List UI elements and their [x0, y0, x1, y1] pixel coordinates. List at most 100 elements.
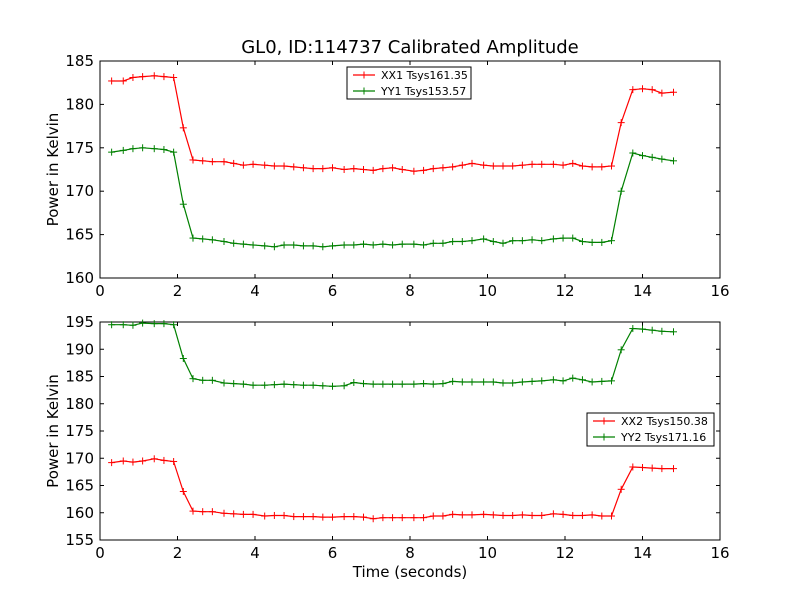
data-point-marker	[420, 166, 428, 174]
figure-title: GL0, ID:114737 Calibrated Amplitude	[241, 37, 579, 58]
data-point-marker	[119, 146, 127, 154]
data-point-marker	[578, 238, 586, 246]
data-point-marker	[639, 325, 646, 333]
data-point-marker	[280, 241, 288, 249]
y-tick-label: 160	[65, 504, 94, 522]
data-point-marker	[290, 381, 298, 389]
data-point-marker	[350, 513, 358, 521]
data-point-marker	[598, 238, 606, 246]
data-point-marker	[639, 464, 646, 472]
x-tick-label: 8	[405, 282, 415, 300]
x-tick-label: 2	[173, 282, 183, 300]
data-point-marker	[208, 508, 216, 516]
data-point-marker	[398, 380, 406, 388]
data-point-marker	[658, 155, 666, 163]
data-point-marker	[588, 378, 596, 386]
top-subplot: 0 2 4 6 8 10 12 14 16 160 165 170 175 180 185 Power in …	[44, 52, 730, 300]
data-point-marker	[369, 515, 377, 523]
legend-entry: XX2 Tsys150.38	[593, 415, 708, 428]
data-point-marker	[189, 156, 197, 164]
data-point-marker	[230, 239, 238, 247]
data-point-marker	[670, 157, 677, 165]
x-tick-label: 14	[633, 282, 652, 300]
data-point-marker	[139, 319, 147, 327]
data-point-marker	[179, 200, 187, 208]
data-point-marker	[549, 235, 557, 243]
data-point-marker	[309, 165, 317, 173]
data-point-marker	[290, 163, 298, 171]
data-point-marker	[458, 238, 466, 246]
y-tick-label: 175	[65, 422, 94, 440]
data-point-marker	[160, 73, 168, 81]
data-point-marker	[150, 320, 158, 328]
data-point-marker	[179, 355, 187, 363]
data-point-marker	[199, 376, 207, 384]
data-point-marker	[549, 510, 557, 518]
data-point-marker	[290, 241, 298, 249]
data-point-marker	[489, 238, 497, 246]
data-point-marker	[299, 164, 307, 172]
data-point-marker	[588, 238, 596, 246]
y-tick-label: 170	[65, 449, 94, 467]
data-point-marker	[170, 321, 178, 329]
data-point-marker	[398, 240, 406, 248]
data-point-marker	[150, 145, 158, 153]
data-point-marker	[319, 382, 327, 390]
data-point-marker	[439, 164, 447, 172]
data-point-marker	[179, 124, 187, 132]
data-point-marker	[588, 511, 596, 519]
data-point-marker	[208, 376, 216, 384]
data-point-marker	[658, 327, 666, 335]
data-point-marker	[629, 463, 637, 471]
data-point-marker	[220, 238, 228, 246]
data-point-marker	[108, 77, 116, 85]
data-point-marker	[249, 381, 257, 389]
data-point-marker	[410, 167, 418, 175]
x-tick-label: 14	[633, 544, 652, 562]
data-point-marker	[189, 375, 197, 383]
y-tick-label: 175	[65, 139, 94, 157]
data-point-marker	[290, 513, 298, 521]
x-tick-label: 6	[328, 544, 338, 562]
data-point-marker	[340, 166, 348, 173]
data-point-marker	[509, 379, 517, 387]
x-tick-label: 0	[95, 282, 105, 300]
data-point-marker	[499, 379, 507, 387]
data-point-marker	[509, 162, 517, 170]
data-point-marker	[129, 73, 137, 81]
data-point-marker	[108, 459, 116, 467]
data-point-marker	[199, 235, 207, 243]
x-tick-label: 8	[405, 544, 415, 562]
data-point-marker	[129, 458, 137, 466]
data-point-marker	[458, 161, 466, 169]
data-point-marker	[528, 511, 536, 519]
legend: XX1 Tsys161.35 YY1 Tsys153.57	[346, 66, 472, 100]
data-point-marker	[648, 326, 656, 334]
data-point-marker	[350, 241, 358, 249]
legend-box	[586, 412, 715, 447]
data-point-marker	[559, 234, 567, 242]
data-point-marker	[468, 237, 476, 245]
data-point-marker	[360, 380, 367, 388]
data-point-marker	[350, 165, 358, 173]
data-point-marker	[429, 512, 437, 520]
data-point-marker	[499, 162, 507, 170]
data-point-marker	[420, 380, 428, 388]
data-point-marker	[280, 511, 288, 519]
x-tick-label: 16	[710, 544, 729, 562]
data-point-marker	[549, 160, 557, 168]
y-tick-label: 165	[65, 226, 94, 244]
data-point-marker	[319, 243, 327, 251]
legend-label: XX1 Tsys161.35	[381, 69, 468, 82]
data-point-marker	[429, 239, 437, 247]
data-point-marker	[608, 377, 615, 385]
data-point-marker	[199, 508, 207, 516]
data-point-marker	[489, 378, 497, 386]
x-axis-label: Time (seconds)	[352, 563, 468, 581]
bottom-subplot: 0 2 4 6 8 10 12 14 16 155 160 165 170 175 180 185 190 195…	[44, 313, 730, 581]
data-point-marker	[108, 148, 116, 156]
data-point-marker	[329, 242, 336, 250]
data-point-marker	[429, 380, 437, 388]
data-point-marker	[410, 380, 418, 388]
